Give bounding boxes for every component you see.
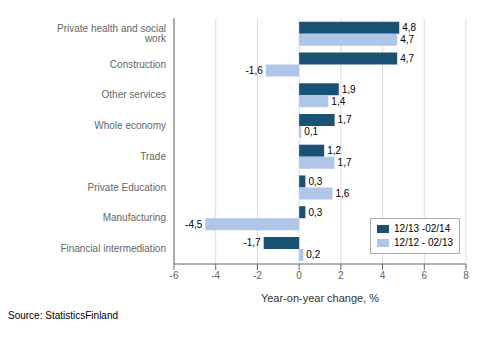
svg-text:Trade: Trade	[140, 151, 166, 162]
svg-text:0,2: 0,2	[306, 249, 320, 260]
svg-text:6: 6	[422, 270, 428, 281]
html-text:Source: StatisticsFinland: Source: StatisticsFinland	[8, 310, 119, 321]
svg-text:4,7: 4,7	[400, 53, 414, 64]
svg-text:1,4: 1,4	[331, 96, 345, 107]
html-text:12/13 -02/14: 12/13 -02/14	[394, 223, 451, 234]
html-text:12/12 - 02/13: 12/12 - 02/13	[394, 237, 453, 248]
svg-text:0,3: 0,3	[308, 207, 322, 218]
svg-text:8: 8	[463, 270, 469, 281]
svg-text:1,2: 1,2	[327, 145, 341, 156]
svg-text:-4: -4	[211, 270, 220, 281]
svg-text:4,7: 4,7	[400, 34, 414, 45]
svg-text:-2: -2	[253, 270, 262, 281]
svg-text:1,7: 1,7	[338, 157, 352, 168]
svg-text:2: 2	[338, 270, 344, 281]
svg-text:0,1: 0,1	[304, 126, 318, 137]
svg-text:4,8: 4,8	[402, 22, 416, 33]
svg-text:1,9: 1,9	[342, 84, 356, 95]
svg-text:-1,6: -1,6	[246, 65, 264, 76]
svg-text:Whole economy: Whole economy	[94, 120, 166, 131]
svg-text:Private Education: Private Education	[88, 182, 166, 193]
svg-text:Other services: Other services	[102, 89, 166, 100]
svg-text:0: 0	[296, 270, 302, 281]
svg-text:Construction: Construction	[110, 59, 166, 70]
svg-text:-4,5: -4,5	[185, 219, 203, 230]
svg-text:1,7: 1,7	[338, 114, 352, 125]
svg-text:4: 4	[380, 270, 386, 281]
svg-text:-1,7: -1,7	[243, 237, 261, 248]
svg-text:Private health and socialwork: Private health and socialwork	[57, 23, 167, 44]
svg-text:Year-on-year change, %: Year-on-year change, %	[261, 292, 379, 304]
svg-text:Financial intermediation: Financial intermediation	[60, 243, 166, 254]
svg-text:-6: -6	[170, 270, 179, 281]
svg-text:0,3: 0,3	[308, 176, 322, 187]
svg-text:Manufacturing: Manufacturing	[103, 212, 166, 223]
svg-text:1,6: 1,6	[336, 188, 350, 199]
